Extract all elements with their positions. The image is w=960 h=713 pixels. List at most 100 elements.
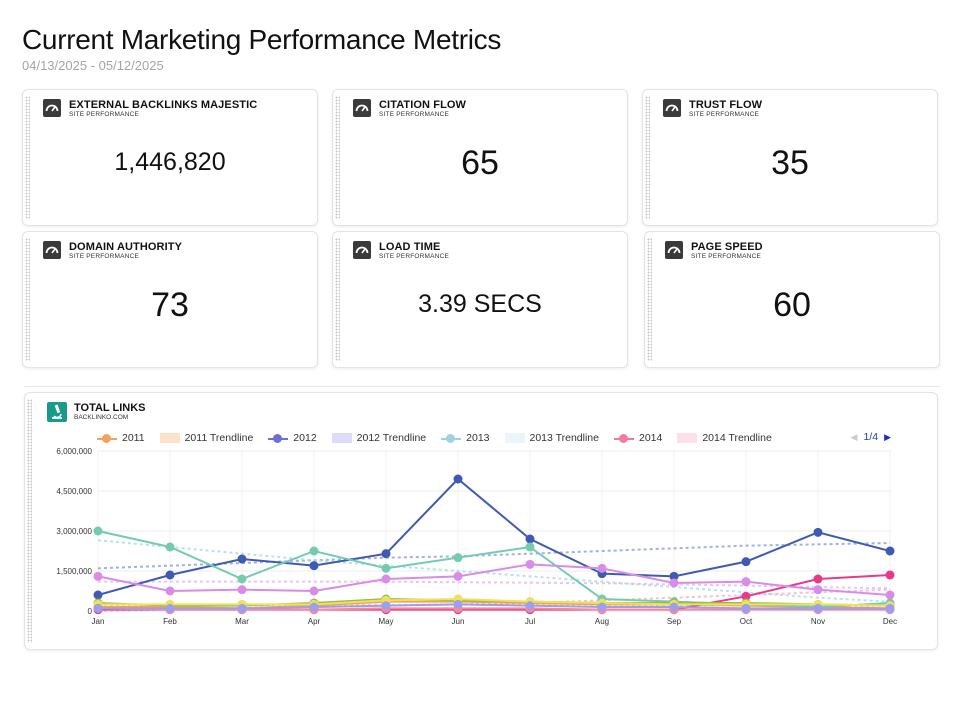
legend-item-2012-trendline[interactable]: 2012 Trendline	[331, 432, 427, 444]
data-point	[741, 603, 751, 613]
data-point	[453, 599, 463, 609]
legend-label: 2011	[122, 432, 145, 444]
card-citation-flow[interactable]: CITATION FLOW SITE PERFORMANCE 65	[332, 89, 628, 226]
legend-item-2012[interactable]: 2012	[268, 432, 317, 444]
drag-handle[interactable]	[335, 238, 340, 361]
data-point	[309, 586, 319, 596]
pager-next-icon[interactable]: ▶	[884, 431, 891, 442]
y-tick-label: 3,000,000	[56, 527, 92, 536]
card-value: 1,446,820	[114, 148, 226, 176]
legend-label: 2014 Trendline	[702, 432, 772, 444]
y-tick-label: 4,500,000	[56, 487, 92, 496]
data-point	[309, 546, 319, 556]
x-tick-label: Apr	[308, 617, 321, 626]
data-point	[381, 601, 391, 611]
drag-handle[interactable]	[645, 96, 650, 219]
legend-item-2011[interactable]: 2011	[97, 432, 145, 444]
gauge-icon	[43, 99, 61, 117]
data-point	[93, 571, 103, 581]
legend-label: 2011 Trendline	[184, 432, 254, 444]
total-links-chart: 0 1,500,000 3,000,000 4,500,000 6,000,000 Jan…	[56, 447, 897, 626]
card-label: EXTERNAL BACKLINKS MAJESTIC	[69, 99, 258, 111]
data-point	[237, 574, 247, 584]
data-point	[669, 578, 679, 588]
x-tick-label: Jan	[92, 617, 105, 626]
microscope-icon	[47, 402, 67, 422]
data-point	[885, 546, 895, 556]
data-point	[885, 570, 895, 580]
legend-label: 2013 Trendline	[529, 432, 599, 444]
pager-label: 1/4	[863, 431, 879, 443]
gauge-icon	[663, 99, 681, 117]
legend-item-2014-trendline[interactable]: 2014 Trendline	[677, 432, 772, 444]
gauge-icon	[43, 241, 61, 259]
data-point	[453, 474, 463, 484]
data-point	[165, 542, 175, 552]
card-value: 3.39 SECS	[418, 290, 542, 318]
card-label: DOMAIN AUTHORITY	[69, 241, 183, 253]
card-load-time[interactable]: LOAD TIME SITE PERFORMANCE 3.39 SECS	[332, 231, 628, 368]
card-sublabel: SITE PERFORMANCE	[69, 111, 140, 118]
legend-item-2011-trendline[interactable]: 2011 Trendline	[159, 432, 254, 444]
card-label: LOAD TIME	[379, 241, 441, 253]
x-tick-label: Jun	[452, 617, 465, 626]
legend-label: 2014	[638, 432, 663, 444]
data-point	[237, 585, 247, 595]
legend-label: 2012 Trendline	[356, 432, 427, 444]
card-value: 35	[771, 144, 809, 182]
data-point	[885, 603, 895, 613]
series-line	[97, 563, 891, 596]
data-point	[813, 585, 823, 595]
gauge-icon	[665, 241, 683, 259]
trendline-series	[97, 542, 891, 570]
data-point	[381, 549, 391, 559]
drag-handle[interactable]	[25, 238, 30, 361]
card-trust-flow[interactable]: TRUST FLOW SITE PERFORMANCE 35	[642, 89, 938, 226]
data-point	[93, 590, 103, 600]
y-tick-label: 0	[88, 607, 93, 616]
data-point	[669, 602, 679, 612]
card-domain-authority[interactable]: DOMAIN AUTHORITY SITE PERFORMANCE 73	[22, 231, 318, 368]
card-sublabel: SITE PERFORMANCE	[691, 253, 762, 260]
x-tick-label: Mar	[235, 617, 249, 626]
x-tick-label: Aug	[595, 617, 609, 626]
legend-item-2013-trendline[interactable]: 2013 Trendline	[504, 432, 599, 444]
data-point	[741, 577, 751, 587]
data-point	[237, 603, 247, 613]
x-tick-label: Sep	[667, 617, 682, 626]
legend-label: 2012	[293, 432, 317, 444]
page-header: Current Marketing Performance Metrics 04…	[22, 24, 501, 73]
legend-item-2014[interactable]: 2014	[613, 432, 663, 444]
y-tick-label: 6,000,000	[56, 447, 92, 456]
card-sublabel: SITE PERFORMANCE	[689, 111, 760, 118]
data-point	[741, 557, 751, 567]
data-point	[453, 553, 463, 563]
data-point	[597, 563, 607, 573]
total-links-card[interactable]: TOTAL LINKS BACKLINKO.COM 2011 2011 Tren…	[24, 392, 938, 650]
x-tick-label: Feb	[163, 617, 177, 626]
gauge-icon	[353, 99, 371, 117]
data-point	[813, 603, 823, 613]
chart-title: TOTAL LINKS	[74, 402, 146, 414]
series-line	[98, 597, 891, 607]
card-external-backlinks[interactable]: EXTERNAL BACKLINKS MAJESTIC SITE PERFORM…	[22, 89, 318, 226]
card-value: 65	[461, 144, 499, 182]
drag-handle[interactable]	[647, 238, 652, 361]
drag-handle[interactable]	[27, 399, 32, 643]
data-point	[669, 571, 679, 581]
card-value: 60	[773, 286, 811, 324]
x-tick-label: Nov	[811, 617, 825, 626]
data-point	[381, 574, 391, 584]
series-line	[97, 607, 890, 611]
pager-prev-icon[interactable]: ◀	[850, 431, 858, 442]
data-point	[813, 574, 823, 584]
series-line	[97, 530, 891, 609]
drag-handle[interactable]	[25, 96, 30, 219]
data-point	[813, 527, 823, 537]
data-point	[93, 526, 103, 536]
legend-label: 2013	[466, 432, 490, 444]
drag-handle[interactable]	[335, 96, 340, 219]
card-page-speed[interactable]: PAGE SPEED SITE PERFORMANCE 60	[644, 231, 940, 368]
data-point	[165, 570, 175, 580]
legend-item-2013[interactable]: 2013	[441, 432, 490, 444]
